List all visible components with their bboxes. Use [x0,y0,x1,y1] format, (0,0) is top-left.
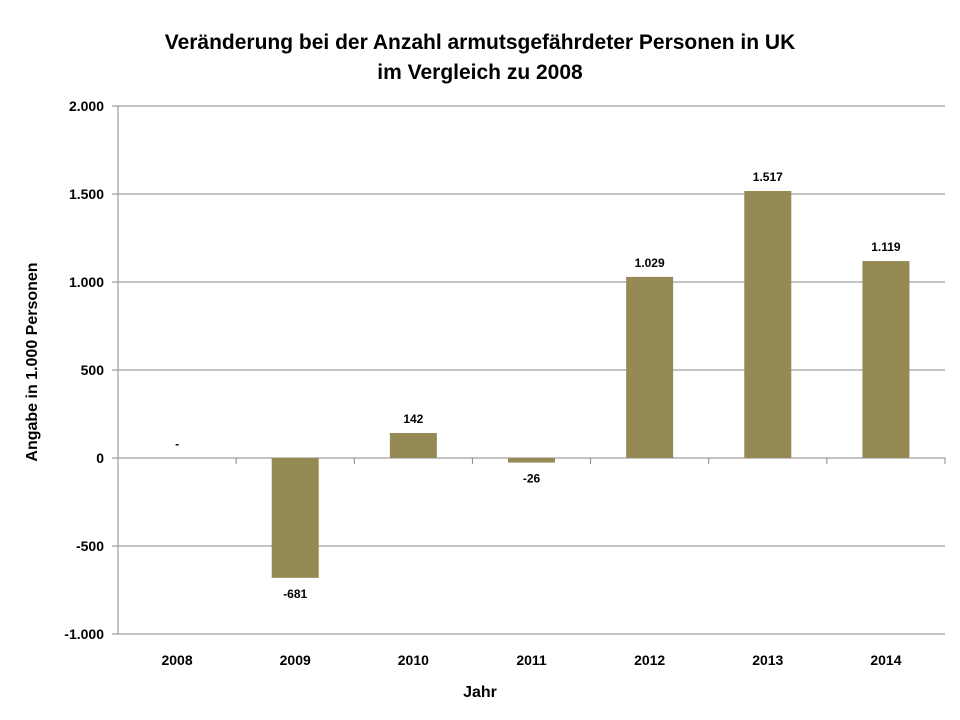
y-tick-label: -1.000 [64,626,104,642]
bar [744,191,792,458]
bar [508,458,555,463]
data-label: -26 [523,472,541,486]
x-tick-label: 2009 [280,652,311,668]
x-axis-label: Jahr [463,684,497,701]
x-tick-label: 2013 [752,652,783,668]
x-tick-label: 2012 [634,652,665,668]
x-tick-label: 2010 [398,652,429,668]
x-tick-label: 2008 [161,652,192,668]
data-label: 1.119 [871,240,901,254]
y-tick-label: 1.500 [69,186,104,202]
data-label: 1.517 [753,170,783,184]
chart-title-line-2: im Vergleich zu 2008 [377,61,583,84]
y-tick-label: -500 [76,538,104,554]
x-tick-label: 2014 [870,652,901,668]
data-label: - [175,437,179,451]
bar [626,276,674,458]
y-tick-label: 500 [81,362,105,378]
data-label: 142 [403,412,423,426]
y-tick-label: 1.000 [69,274,104,290]
chart-title-line-1: Veränderung bei der Anzahl armutsgefährd… [164,31,796,54]
bar [271,458,319,578]
y-tick-label: 2.000 [69,98,104,114]
x-tick-label: 2011 [516,652,547,668]
y-axis-label: Angabe in 1.000 Personen [24,262,41,462]
y-tick-label: 0 [96,450,104,466]
chart-title: Veränderung bei der Anzahl armutsgefährd… [0,28,960,88]
data-label: -681 [283,587,307,601]
bar [389,433,437,458]
bar [862,261,910,458]
data-label: 1.029 [635,256,665,270]
